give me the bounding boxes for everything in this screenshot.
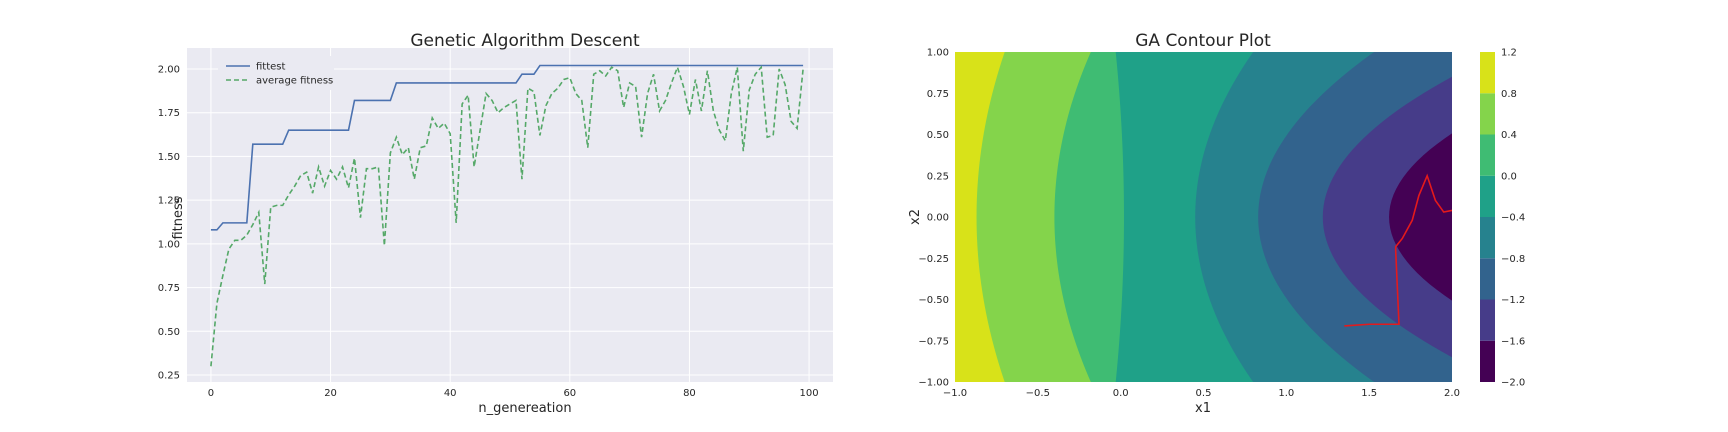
line-chart-legend: fittest average fitness	[218, 56, 334, 90]
colorbar-tick-label: −1.6	[1501, 336, 1525, 347]
x-tick-label: 2.0	[1444, 388, 1460, 399]
contour-x-ticks: −1.0 −0.5 0.0 0.5 1.0 1.5 2.0	[943, 388, 1460, 399]
x-tick-label: 1.0	[1278, 388, 1294, 399]
y-tick-label: 0.75	[158, 283, 180, 294]
colorbar-segment	[1480, 258, 1495, 300]
y-tick-label: 1.25	[158, 196, 180, 207]
y-tick-label: 2.00	[158, 64, 180, 75]
y-tick-label: 0.25	[158, 371, 180, 382]
line-chart-y-axis-label: fitness	[171, 196, 186, 239]
colorbar-segment	[1480, 217, 1495, 259]
colorbar-tick-label: −0.4	[1501, 213, 1525, 224]
x-tick-label: 60	[563, 388, 576, 399]
legend-label-average-fitness: average fitness	[256, 76, 333, 87]
colorbar-segment	[1480, 52, 1495, 94]
colorbar-tick-label: 1.2	[1501, 48, 1517, 59]
x-tick-label: 80	[683, 388, 696, 399]
y-tick-label: −0.50	[918, 295, 949, 306]
line-chart-y-ticks: 0.25 0.50 0.75 1.00 1.25 1.50 1.75 2.00	[158, 64, 180, 381]
colorbar-tick-label: −0.8	[1501, 254, 1525, 265]
y-tick-label: 0.50	[158, 327, 180, 338]
contour-chart-x-axis-label: x1	[1195, 401, 1211, 416]
y-tick-label: 1.75	[158, 108, 180, 119]
contour-chart-title: GA Contour Plot	[1135, 31, 1271, 51]
contour-band	[1322, 76, 1452, 358]
colorbar-segment	[1480, 340, 1495, 382]
x-tick-label: 1.5	[1361, 388, 1377, 399]
x-tick-label: −1.0	[943, 388, 967, 399]
optimization-path-line	[1344, 173, 1452, 327]
contour-band	[1389, 133, 1452, 301]
contour-chart: −1.0 −0.5 0.0 0.5 1.0 1.5 2.0 −1.00−0.75−0.50−…	[908, 31, 1525, 416]
x-tick-label: −0.5	[1026, 388, 1050, 399]
y-tick-label: 0.50	[927, 130, 949, 141]
y-tick-label: −0.25	[918, 254, 949, 265]
colorbar-tick-label: 0.8	[1501, 89, 1517, 100]
x-tick-label: 0.5	[1196, 388, 1212, 399]
colorbar-tick-label: 0.4	[1501, 130, 1517, 141]
line-chart-grid	[187, 48, 833, 382]
contour-y-ticks: −1.00 −0.75 −0.50 −0.25 0.00 0.25 0.50 0.75 1.00	[918, 48, 949, 389]
line-chart-title: Genetic Algorithm Descent	[410, 31, 640, 51]
x-tick-label: 0.0	[1113, 388, 1129, 399]
contour-colorbar: −2.0 −1.6 −1.2 −0.8 −0.4 0.0 0.4 0.8 1.2	[1480, 48, 1525, 389]
y-tick-label: 0.00	[927, 213, 949, 224]
y-tick-label: 0.25	[927, 171, 949, 182]
series-line-average-fitness	[210, 64, 804, 367]
y-tick-label: −1.00	[918, 378, 949, 389]
contour-chart-y-axis-label: x2	[908, 209, 923, 225]
legend-label-fittest: fittest	[256, 62, 286, 73]
colorbar-tick-label: −1.2	[1501, 295, 1525, 306]
line-chart-x-ticks: 0 20 40 60 80 100	[208, 388, 819, 399]
line-chart-plot-area	[187, 48, 833, 382]
colorbar-segment	[1480, 299, 1495, 341]
x-tick-label: 20	[324, 388, 337, 399]
x-tick-label: 0	[208, 388, 214, 399]
colorbar-segment	[1480, 93, 1495, 135]
colorbar-tick-label: −2.0	[1501, 378, 1525, 389]
x-tick-label: 100	[800, 388, 819, 399]
line-chart-x-axis-label: n_genereation	[478, 401, 571, 416]
series-line-fittest	[210, 64, 804, 231]
y-tick-label: 1.00	[927, 48, 949, 59]
line-chart: 0 20 40 60 80 100 0.25 0.50 0.75 1.00 1.25 1.50 1.7…	[158, 31, 833, 416]
y-tick-label: −0.75	[918, 336, 949, 347]
colorbar-tick-label: 0.0	[1501, 171, 1517, 182]
colorbar-segment	[1480, 134, 1495, 176]
y-tick-label: 0.75	[927, 89, 949, 100]
x-tick-label: 40	[444, 388, 457, 399]
legend-box	[218, 56, 334, 90]
contour-optimization-path	[1344, 173, 1452, 327]
line-chart-series	[210, 64, 804, 367]
y-tick-label: 1.50	[158, 152, 180, 163]
y-tick-label: 1.00	[158, 239, 180, 250]
contour-fills	[955, 52, 1452, 382]
colorbar-segment	[1480, 175, 1495, 217]
